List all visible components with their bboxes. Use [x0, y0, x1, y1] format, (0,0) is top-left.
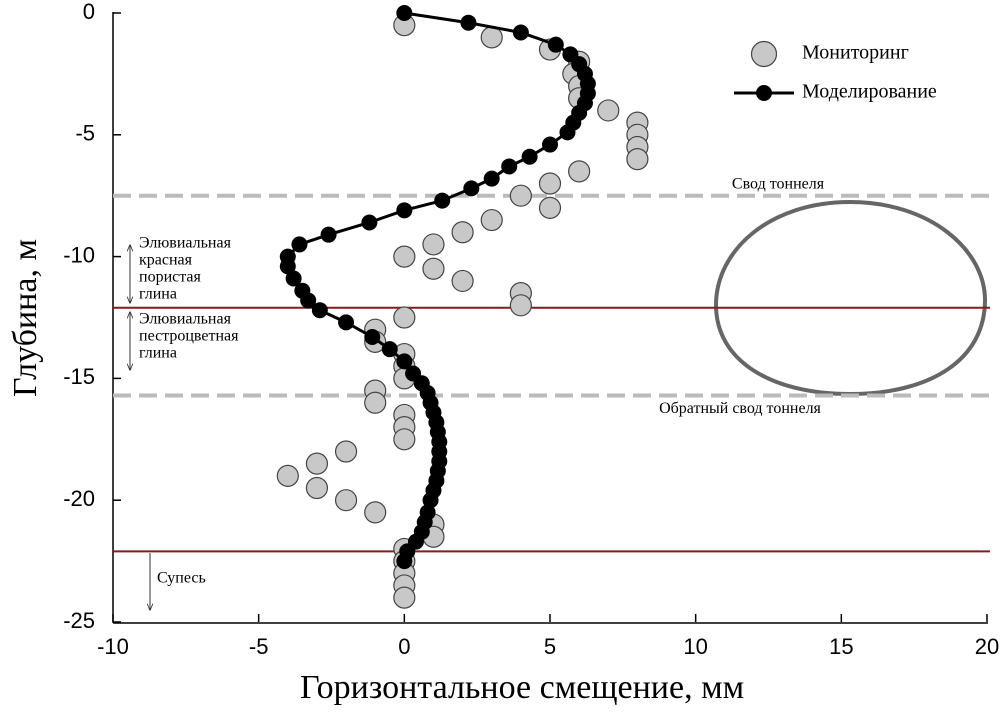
y-tick-label: -15: [63, 364, 95, 389]
model-point: [396, 553, 413, 570]
annotation: глина: [139, 286, 177, 303]
annotation: пористая: [139, 269, 202, 286]
model-point: [559, 124, 576, 141]
monitoring-point: [538, 172, 562, 195]
monitoring-point: [305, 476, 329, 500]
model-point: [396, 5, 413, 21]
x-tick-label: 5: [544, 634, 556, 659]
monitoring-point: [364, 501, 387, 524]
reference-label: Свод тоннеля: [732, 175, 825, 192]
y-tick-label: -20: [63, 486, 95, 511]
model-point: [300, 292, 317, 309]
annotation: Элювиальная: [139, 235, 232, 252]
monitoring-point: [538, 196, 562, 219]
x-tick-label: 15: [829, 634, 853, 659]
model-point: [542, 136, 558, 153]
y-tick-label: 0: [83, 0, 95, 24]
x-tick-label: -5: [249, 634, 269, 659]
monitoring-point: [422, 257, 445, 280]
y-axis-label: Глубина, м: [7, 239, 44, 397]
monitoring-point: [393, 586, 416, 609]
model-point: [396, 202, 413, 219]
model-point: [381, 341, 398, 358]
y-tick-label: -5: [75, 121, 95, 146]
model-point: [279, 258, 296, 275]
model-point: [512, 24, 529, 41]
tunnel-outline: [713, 199, 988, 397]
x-tick-label: 0: [398, 634, 410, 659]
monitoring-point: [276, 464, 299, 487]
monitoring-point: [422, 233, 445, 256]
model-point: [422, 492, 439, 509]
model-point: [460, 14, 477, 31]
x-axis-label: Горизонтальное смещение, мм: [300, 669, 744, 706]
model-point: [483, 170, 500, 187]
model-point: [285, 270, 302, 287]
monitoring-point: [334, 440, 358, 463]
model-point: [501, 158, 518, 175]
monitoring-point: [626, 148, 649, 171]
monitoring-point: [480, 26, 503, 49]
legend-label: Мониторинг: [802, 42, 909, 64]
model-point: [291, 236, 308, 253]
model-point: [396, 353, 413, 370]
model-point: [547, 36, 564, 53]
model-point: [361, 214, 378, 231]
model-point: [338, 314, 355, 331]
annotation: красная: [139, 252, 193, 269]
y-tick-label: -10: [63, 242, 95, 267]
model-point: [434, 192, 451, 209]
annotation: пестроцветная: [139, 328, 239, 345]
reference-label: Обратный свод тоннеля: [659, 400, 821, 417]
monitoring-point: [597, 99, 620, 122]
model-point: [463, 180, 480, 197]
monitoring-point: [451, 221, 474, 244]
legend-marker: [756, 85, 772, 101]
annotation: Элювиальная: [139, 311, 232, 328]
model-point: [364, 328, 381, 345]
legend-marker: [750, 40, 778, 68]
legend-label: Моделирование: [802, 81, 937, 103]
x-tick-label: 20: [975, 634, 999, 659]
model-point: [320, 226, 337, 243]
monitoring-point: [393, 428, 416, 451]
monitoring-point: [305, 452, 329, 475]
monitoring-point: [393, 245, 416, 268]
annotation: Супесь: [157, 570, 206, 587]
monitoring-point: [568, 160, 591, 183]
x-tick-label: -10: [97, 634, 129, 659]
monitoring-point: [509, 184, 532, 207]
annotation: глина: [139, 345, 177, 362]
x-tick-label: 10: [683, 634, 707, 659]
monitoring-point: [509, 294, 532, 317]
model-point: [311, 302, 328, 319]
monitoring-point: [334, 489, 358, 512]
y-tick-label: -25: [63, 608, 95, 633]
model-point: [521, 148, 538, 165]
monitoring-point: [480, 208, 503, 232]
monitoring-point: [364, 391, 387, 414]
monitoring-point: [451, 269, 474, 293]
monitoring-point: [393, 306, 416, 329]
